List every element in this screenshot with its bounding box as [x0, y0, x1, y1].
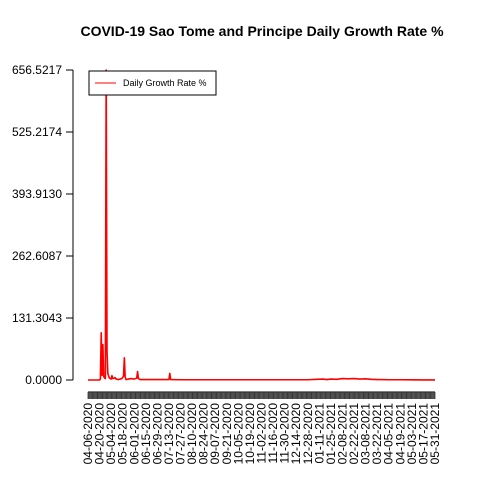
y-tick-label: 656.5217 [12, 63, 62, 77]
x-tick-label: 03-22-2021 [370, 403, 384, 465]
y-axis: 0.0000 131.3043 262.6087 393.9130 525.2174 65… [12, 63, 74, 387]
x-tick-label: 09-21-2020 [220, 403, 234, 465]
series-line [88, 69, 435, 381]
x-tick-label: 05-04-2020 [104, 403, 118, 465]
x-tick-label: 05-03-2021 [405, 403, 419, 465]
y-tick-label: 0.0000 [25, 373, 62, 387]
x-tick-label: 11-30-2020 [278, 403, 292, 464]
plot-area [88, 69, 435, 381]
x-tick-label: 05-17-2021 [416, 403, 430, 465]
y-tick-label: 262.6087 [12, 249, 62, 263]
x-tick-label: 11-16-2020 [266, 403, 280, 464]
x-tick-label: 04-06-2020 [81, 403, 95, 465]
x-tick-label: 01-11-2021 [312, 403, 326, 464]
x-tick-label: 06-29-2020 [150, 403, 164, 465]
x-tick-label: 07-13-2020 [162, 403, 176, 465]
y-tick-label: 131.3043 [12, 311, 62, 325]
x-tick-label: 11-02-2020 [255, 403, 269, 464]
x-tick-label: 01-25-2021 [324, 403, 338, 465]
y-tick-label: 525.2174 [12, 125, 62, 139]
legend-label: Daily Growth Rate % [123, 78, 207, 88]
x-tick-label: 03-08-2021 [359, 403, 373, 465]
x-tick-label: 02-08-2021 [335, 403, 349, 465]
x-tick-label: 06-01-2020 [127, 403, 141, 465]
x-axis: 04-06-202004-20-202005-04-202005-18-2020… [81, 391, 442, 465]
x-tick-label: 09-07-2020 [208, 403, 222, 465]
x-tick-label: 10-19-2020 [243, 403, 257, 465]
x-tick-label: 10-05-2020 [231, 403, 245, 465]
x-tick-label: 08-24-2020 [197, 403, 211, 465]
x-tick-label: 07-27-2020 [174, 403, 188, 465]
x-tick-label: 06-15-2020 [139, 403, 153, 465]
x-tick-label: 05-18-2020 [116, 403, 130, 465]
legend: Daily Growth Rate % [88, 70, 217, 96]
chart-title: COVID-19 Sao Tome and Principe Daily Gro… [80, 23, 444, 39]
x-tick-label: 04-19-2021 [393, 403, 407, 465]
y-tick-label: 393.9130 [12, 187, 62, 201]
x-tick-label: 12-28-2020 [301, 403, 315, 465]
x-tick-label: 02-22-2021 [347, 403, 361, 465]
x-tick-label: 04-05-2021 [382, 403, 396, 465]
x-tick-label: 12-14-2020 [289, 403, 303, 465]
x-tick-label: 04-20-2020 [93, 403, 107, 465]
x-tick-label: 05-31-2021 [428, 403, 442, 465]
x-tick-label: 08-10-2020 [185, 403, 199, 465]
